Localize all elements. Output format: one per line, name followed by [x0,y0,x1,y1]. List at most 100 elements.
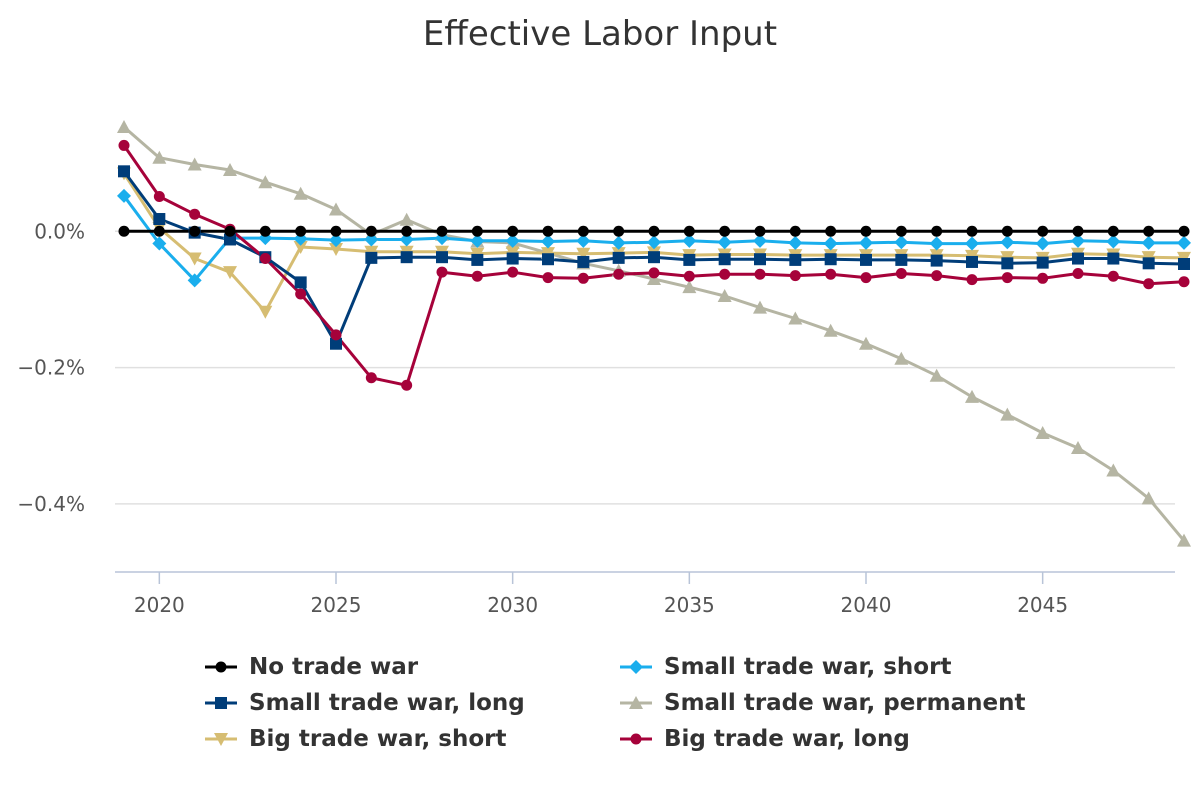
data-point-big-trade-war-long [471,270,483,282]
data-point-small-trade-war-short [717,235,732,250]
legend-label: Big trade war, short [249,726,507,752]
data-point-small-trade-war-permanent [1141,491,1156,505]
data-point-small-trade-war-permanent [1071,440,1085,454]
data-point-big-trade-war-long [1143,278,1155,290]
legend-label: Small trade war, short [664,654,952,680]
data-point-no-trade-war [613,225,625,237]
data-point-big-trade-war-long [507,266,519,278]
data-point-small-trade-war-permanent [152,150,167,164]
legend-item-small-trade-war-long[interactable]: Small trade war, long [205,686,525,720]
data-point-small-trade-war-long [824,253,837,266]
data-point-small-trade-war-permanent [293,186,308,200]
data-point-big-trade-war-long [1072,268,1084,280]
data-point-big-trade-war-long [577,272,589,284]
data-point-small-trade-war-long [683,253,696,266]
data-point-no-trade-war [719,225,731,237]
data-point-big-trade-war-short [329,243,343,257]
data-point-small-trade-war-short [1000,235,1015,250]
data-point-no-trade-war [648,225,660,237]
data-point-small-trade-war-long [118,165,130,178]
data-point-small-trade-war-long [1072,252,1084,265]
legend-marker [215,697,227,709]
data-point-big-trade-war-long [401,379,413,391]
data-point-small-trade-war-short [152,236,167,251]
data-point-small-trade-war-permanent [717,289,732,303]
legend-label: Small trade war, long [249,690,525,716]
data-point-big-trade-war-long [613,268,625,280]
data-point-small-trade-war-short [894,235,909,250]
data-point-big-trade-war-short [293,240,308,254]
data-point-no-trade-war [825,225,837,237]
data-point-small-trade-war-permanent [1177,533,1191,547]
data-point-small-trade-war-long [400,251,413,264]
data-point-no-trade-war [895,225,907,237]
data-point-small-trade-war-long [577,255,590,268]
data-point-small-trade-war-permanent [682,280,697,294]
data-point-small-trade-war-long [471,253,484,266]
data-point-no-trade-war [153,225,165,237]
data-point-big-trade-war-long [754,268,766,280]
legend-marker [630,733,642,745]
chart-title: Effective Labor Input [422,14,778,54]
data-point-small-trade-war-long [1036,256,1049,269]
data-point-small-trade-war-short [682,233,697,248]
data-point-big-trade-war-long [719,268,731,280]
data-point-small-trade-war-short [541,234,555,249]
y-tick-label: 0.0% [34,219,85,243]
data-point-small-trade-war-long [754,253,766,266]
data-point-no-trade-war [365,225,377,237]
data-point-small-trade-war-short [647,235,661,250]
data-point-small-trade-war-short [1071,233,1085,248]
legend-item-small-trade-war-short[interactable]: Small trade war, short [620,650,951,684]
legend-item-big-trade-war-short[interactable]: Big trade war, short [205,722,507,756]
data-point-small-trade-war-short [823,236,838,251]
data-point-small-trade-war-long [224,233,236,246]
legend-item-big-trade-war-long[interactable]: Big trade war, long [620,722,910,756]
data-point-small-trade-war-short [753,233,767,248]
data-point-small-trade-war-long [542,253,554,266]
data-point-big-trade-war-long [189,208,201,220]
data-point-no-trade-war [1178,225,1190,237]
data-point-small-trade-war-long [365,251,378,264]
data-point-small-trade-war-permanent [187,157,202,171]
data-point-no-trade-war [1037,225,1049,237]
data-point-no-trade-war [542,225,554,237]
x-tick-label: 2030 [487,593,538,617]
data-point-small-trade-war-short [505,233,520,248]
data-point-no-trade-war [683,225,695,237]
data-point-small-trade-war-long [1001,257,1014,270]
data-point-big-trade-war-short [223,266,237,280]
data-point-no-trade-war [224,225,236,237]
data-point-no-trade-war [860,225,872,237]
data-point-no-trade-war [1001,225,1013,237]
data-point-no-trade-war [118,225,130,237]
data-point-no-trade-war [1072,225,1084,237]
data-point-small-trade-war-permanent [965,389,979,403]
data-point-small-trade-war-short [329,233,343,248]
data-point-small-trade-war-short [1035,236,1050,251]
data-point-big-trade-war-long [860,272,872,284]
data-point-small-trade-war-short [1177,235,1191,250]
legend-item-no-trade-war[interactable]: No trade war [205,650,418,684]
data-point-no-trade-war [436,225,448,237]
data-point-no-trade-war [577,225,589,237]
data-point-small-trade-war-permanent [647,271,661,285]
data-point-small-trade-war-short [1106,234,1121,249]
data-point-small-trade-war-permanent [788,311,803,325]
data-point-big-trade-war-long [895,268,907,280]
x-tick-label: 2020 [134,593,185,617]
data-point-small-trade-war-long [718,253,731,266]
legend-item-small-trade-war-permanent[interactable]: Small trade war, permanent [620,686,1025,720]
data-point-small-trade-war-short [859,235,873,250]
data-point-no-trade-war [330,225,342,237]
data-point-no-trade-war [966,225,978,237]
data-point-small-trade-war-short [929,236,944,251]
data-point-big-trade-war-long [1178,276,1190,288]
data-point-small-trade-war-long [506,252,519,265]
data-point-big-trade-war-short [187,252,202,266]
data-point-small-trade-war-short [611,235,626,250]
data-point-no-trade-war [507,225,519,237]
data-point-small-trade-war-short [788,235,803,250]
data-point-small-trade-war-long [153,213,166,226]
data-point-small-trade-war-permanent [929,368,944,382]
